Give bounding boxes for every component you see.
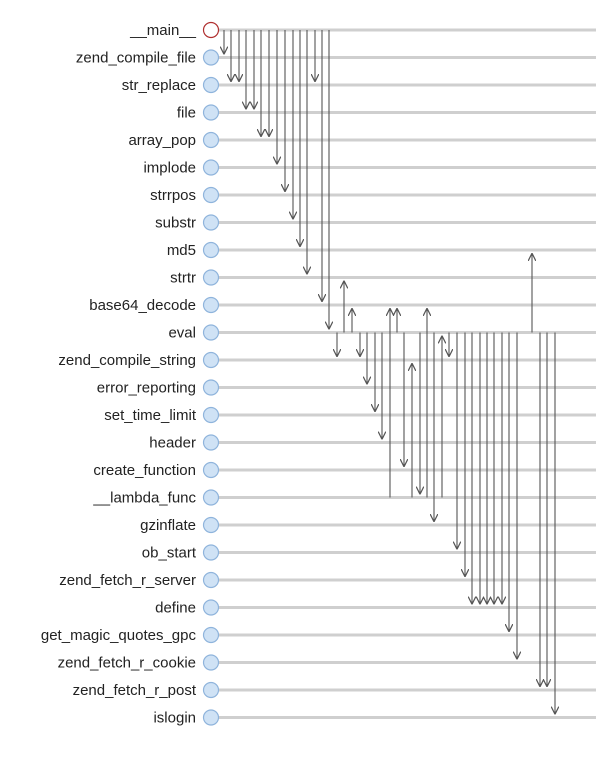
function-label: get_magic_quotes_gpc	[41, 627, 197, 644]
node-islogin[interactable]	[202, 709, 220, 726]
node-ob_start[interactable]	[202, 544, 220, 561]
function-label: zend_compile_file	[76, 50, 196, 67]
node-implode[interactable]	[202, 159, 220, 176]
node-create_function[interactable]	[202, 461, 220, 479]
node-substr[interactable]	[202, 214, 220, 231]
node-str_replace[interactable]	[202, 76, 220, 94]
function-nodes	[202, 21, 220, 726]
node-get_magic_quotes_gpc[interactable]	[202, 626, 220, 644]
function-label: substr	[155, 215, 196, 232]
function-label: __lambda_func	[92, 490, 196, 507]
function-label: str_replace	[122, 77, 196, 94]
function-label: base64_decode	[89, 297, 196, 314]
node-zend_compile_string[interactable]	[202, 351, 220, 369]
function-label: zend_fetch_r_server	[59, 572, 196, 589]
node-array_pop[interactable]	[202, 131, 220, 149]
function-label: md5	[167, 242, 196, 259]
function-label: implode	[143, 160, 196, 177]
function-label: strrpos	[150, 187, 196, 204]
function-label: strtr	[170, 270, 196, 287]
function-label: islogin	[153, 710, 196, 727]
node-base64_decode[interactable]	[202, 296, 220, 314]
node-zend_fetch_r_cookie[interactable]	[202, 654, 220, 671]
function-label: zend_compile_string	[58, 352, 196, 369]
function-label: set_time_limit	[104, 407, 197, 424]
function-label: define	[155, 600, 196, 617]
node-eval[interactable]	[202, 324, 220, 341]
function-label: header	[149, 435, 196, 452]
function-label: gzinflate	[140, 517, 196, 534]
function-labels: __main__ zend_compile_file str_replacefile…	[41, 22, 197, 727]
node-file[interactable]	[202, 104, 220, 121]
function-label: zend_fetch_r_cookie	[58, 655, 196, 672]
function-label: error_reporting	[97, 380, 196, 397]
node-error_reporting[interactable]	[202, 379, 220, 396]
call-arrows	[224, 30, 555, 714]
node-define[interactable]	[202, 599, 220, 616]
function-label: zend_fetch_r_post	[73, 682, 197, 699]
function-label: __main__	[129, 22, 197, 39]
function-label: ob_start	[142, 545, 197, 562]
node-__main__[interactable]	[202, 21, 220, 39]
function-label: array_pop	[128, 132, 196, 149]
node-zend_fetch_r_server[interactable]	[202, 571, 220, 589]
node-zend_fetch_r_post[interactable]	[202, 681, 220, 699]
node-set_time_limit[interactable]	[202, 406, 220, 424]
node-strtr[interactable]	[202, 269, 220, 286]
node-__lambda_func[interactable]	[202, 489, 220, 506]
node-header[interactable]	[202, 434, 220, 451]
function-label: create_function	[93, 462, 196, 479]
node-zend_compile_file[interactable]	[202, 49, 220, 66]
node-gzinflate[interactable]	[202, 516, 220, 534]
function-label: file	[177, 105, 196, 122]
node-md5[interactable]	[202, 241, 220, 259]
node-strrpos[interactable]	[202, 186, 220, 204]
function-label: eval	[168, 325, 196, 342]
